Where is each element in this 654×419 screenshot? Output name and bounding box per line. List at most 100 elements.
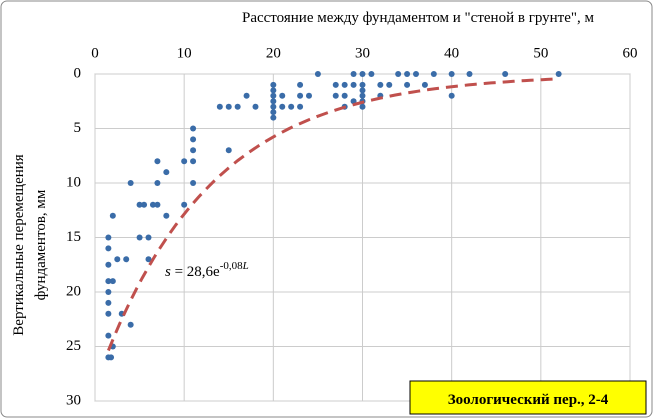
data-point — [413, 71, 419, 77]
data-point — [359, 71, 366, 77]
x-tick-label: 60 — [623, 45, 638, 61]
data-point — [243, 92, 250, 99]
data-point — [448, 92, 455, 99]
data-point — [359, 81, 366, 88]
data-point — [216, 103, 223, 110]
data-point — [225, 147, 232, 154]
x-tick-label: 20 — [266, 45, 281, 61]
data-point — [163, 169, 170, 176]
data-point — [127, 180, 134, 186]
data-point — [421, 81, 428, 88]
data-point — [404, 81, 411, 88]
data-point — [297, 81, 304, 88]
y-tick-label: 30 — [66, 392, 81, 408]
data-point — [430, 71, 437, 77]
data-point — [105, 299, 112, 306]
equation-part: -0,08 — [220, 260, 243, 272]
data-point — [270, 114, 277, 121]
equation-part: s — [165, 264, 171, 280]
data-point — [163, 212, 170, 219]
data-point — [252, 103, 259, 110]
data-point — [270, 81, 277, 88]
data-point — [448, 71, 455, 77]
x-tick-label: 30 — [355, 45, 370, 61]
data-point — [350, 71, 357, 77]
data-point — [279, 92, 286, 99]
x-axis-title: Расстояние между фундаментом и "стеной в… — [242, 10, 595, 26]
data-point — [109, 212, 116, 219]
y-axis-title: Вертикальные перемещения — [11, 154, 27, 335]
data-point — [270, 98, 277, 105]
data-point — [288, 103, 295, 110]
data-point — [141, 201, 148, 208]
y-tick-label: 10 — [66, 174, 81, 190]
y-tick-label: 25 — [66, 338, 81, 354]
data-point — [466, 71, 473, 77]
data-point — [395, 71, 402, 77]
y-tick-label: 15 — [66, 229, 81, 245]
data-point — [105, 278, 112, 285]
y-tick-label: 20 — [66, 283, 81, 299]
data-point — [105, 234, 112, 241]
data-point — [136, 201, 143, 208]
data-point — [145, 256, 152, 263]
data-point — [332, 81, 339, 88]
annotation-box — [409, 380, 647, 415]
y-axis-title: фундаментов, мм — [33, 189, 49, 300]
x-tick-label: 10 — [177, 45, 192, 61]
data-point — [297, 92, 304, 99]
data-point — [190, 125, 197, 132]
data-point — [181, 158, 188, 165]
data-point — [270, 109, 277, 116]
data-point — [105, 310, 112, 317]
data-point — [105, 289, 112, 295]
data-point — [190, 136, 197, 143]
data-point — [306, 92, 312, 99]
data-point — [190, 147, 197, 154]
data-point — [359, 92, 366, 99]
data-point — [123, 256, 130, 263]
data-point — [181, 201, 188, 208]
data-point — [154, 201, 161, 208]
data-point — [270, 87, 277, 94]
data-point — [136, 234, 143, 241]
data-point — [105, 261, 112, 268]
data-point — [279, 103, 286, 110]
x-tick-label: 50 — [533, 45, 548, 61]
trendline — [107, 77, 559, 352]
data-point — [154, 180, 161, 186]
data-point — [154, 158, 161, 165]
equation-part: L — [242, 260, 249, 272]
data-point — [359, 87, 366, 94]
data-point — [359, 103, 366, 110]
equation: s = 28,6e-0,08L — [165, 260, 249, 280]
data-point — [127, 321, 134, 328]
data-point — [314, 71, 321, 77]
data-point — [114, 256, 121, 263]
x-tick-label: 0 — [91, 45, 99, 61]
data-point — [377, 81, 384, 88]
data-point — [190, 180, 197, 186]
data-point — [105, 245, 112, 252]
y-tick-label: 0 — [74, 65, 82, 81]
data-point — [297, 103, 304, 110]
data-point — [234, 103, 241, 110]
data-point — [350, 81, 357, 88]
data-point — [108, 354, 115, 361]
x-tick-label: 40 — [444, 45, 459, 61]
data-point — [270, 92, 277, 99]
data-point — [105, 332, 112, 339]
data-point — [386, 81, 393, 88]
y-tick-label: 5 — [74, 120, 82, 136]
data-point — [368, 71, 375, 77]
data-point — [555, 71, 562, 77]
data-point — [145, 234, 152, 241]
data-point — [341, 92, 348, 99]
equation-part: = 28,6e — [171, 264, 220, 280]
data-point — [404, 71, 411, 77]
data-point — [190, 158, 197, 165]
data-point — [502, 71, 509, 77]
data-point — [332, 92, 339, 99]
